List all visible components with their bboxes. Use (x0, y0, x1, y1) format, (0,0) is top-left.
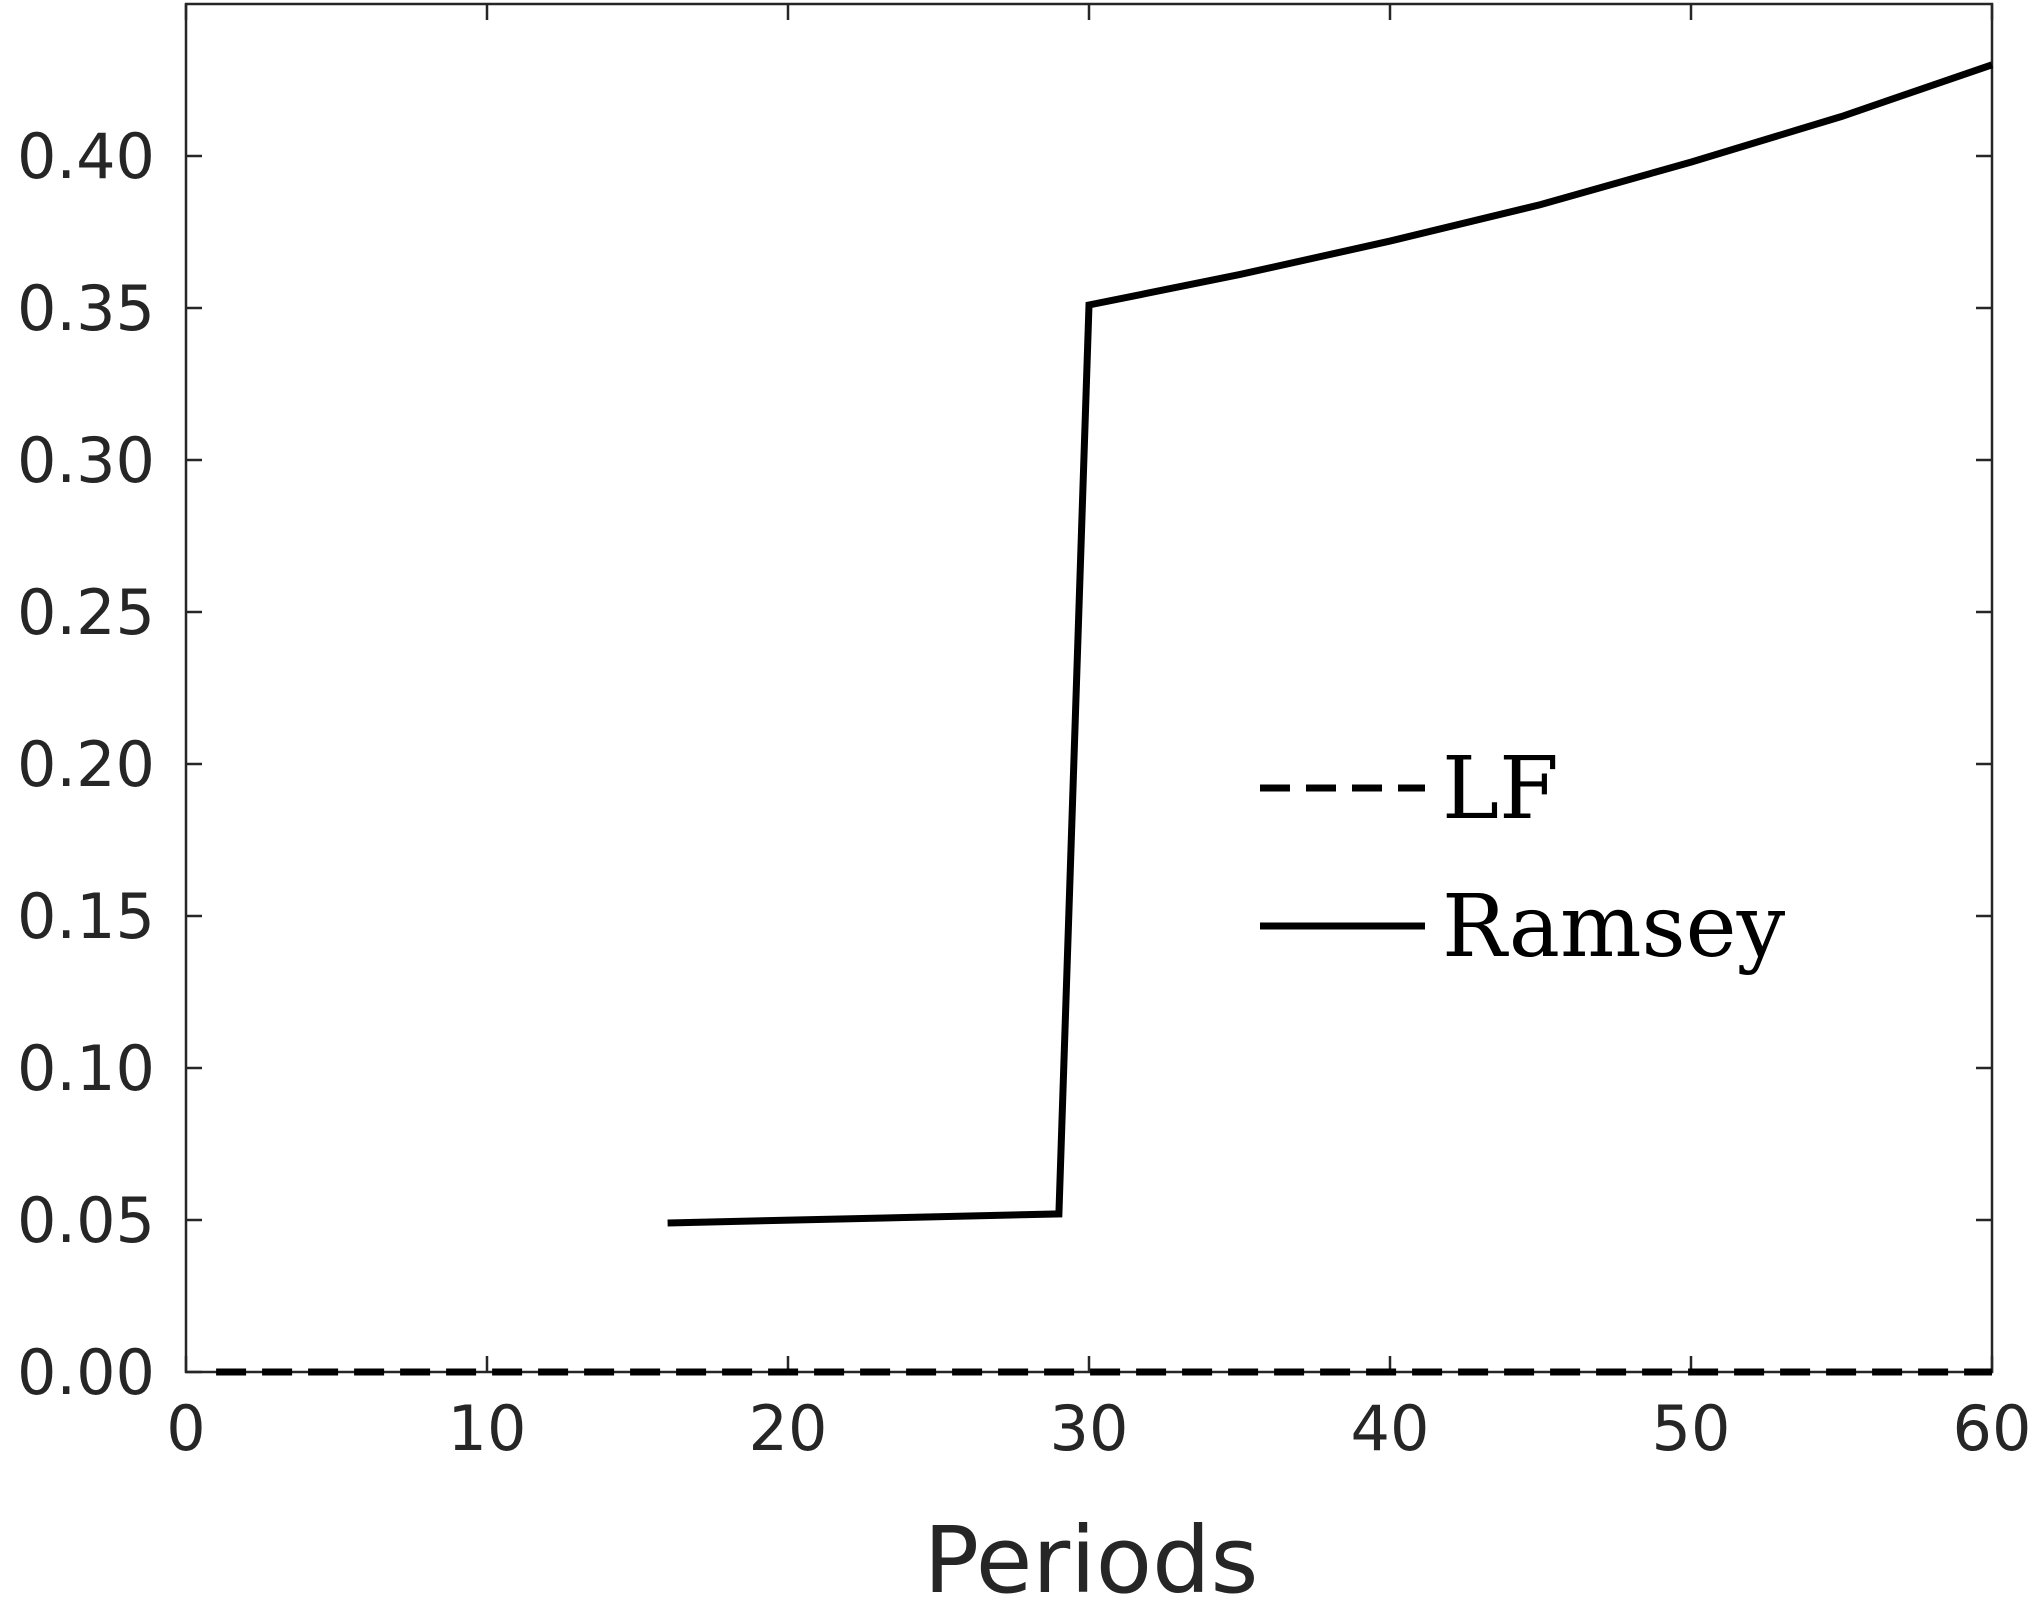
y-tick-label: 0.40 (17, 120, 155, 193)
series-lines (216, 61, 1994, 1376)
y-tick-label: 0.05 (17, 1184, 155, 1257)
plot-area-border (184, 2, 1994, 1374)
legend: LF Ramsey (1260, 739, 1786, 977)
series-line-ramsey (667, 61, 1994, 1227)
x-tick-label: 10 (448, 1392, 527, 1465)
y-tick-label: 0.30 (17, 424, 155, 497)
plot-frame (184, 2, 1994, 1374)
x-tick-label: 50 (1652, 1392, 1731, 1465)
y-tick-label: 0.25 (17, 576, 155, 649)
legend-label-lf: LF (1442, 739, 1559, 839)
x-tick-label: 20 (749, 1392, 828, 1465)
tick-labels: 0 10 20 30 40 50 60 0.00 0.05 0.10 0.15 0.20 0.25 0.3… (17, 120, 2032, 1465)
x-tick-label: 40 (1351, 1392, 1430, 1465)
y-tick-label: 0.10 (17, 1032, 155, 1105)
x-axis-label: Periods (924, 1507, 1259, 1599)
y-tick-label: 0.35 (17, 272, 155, 345)
x-tick-label: 30 (1050, 1392, 1129, 1465)
axis-ticks (184, 4, 1994, 1374)
y-tick-label: 0.20 (17, 728, 155, 801)
x-tick-label: 60 (1953, 1392, 2032, 1465)
y-tick-label: 0.00 (17, 1336, 155, 1409)
legend-label-ramsey: Ramsey (1442, 877, 1786, 977)
x-tick-label: 0 (166, 1392, 205, 1465)
y-tick-label: 0.15 (17, 880, 155, 953)
